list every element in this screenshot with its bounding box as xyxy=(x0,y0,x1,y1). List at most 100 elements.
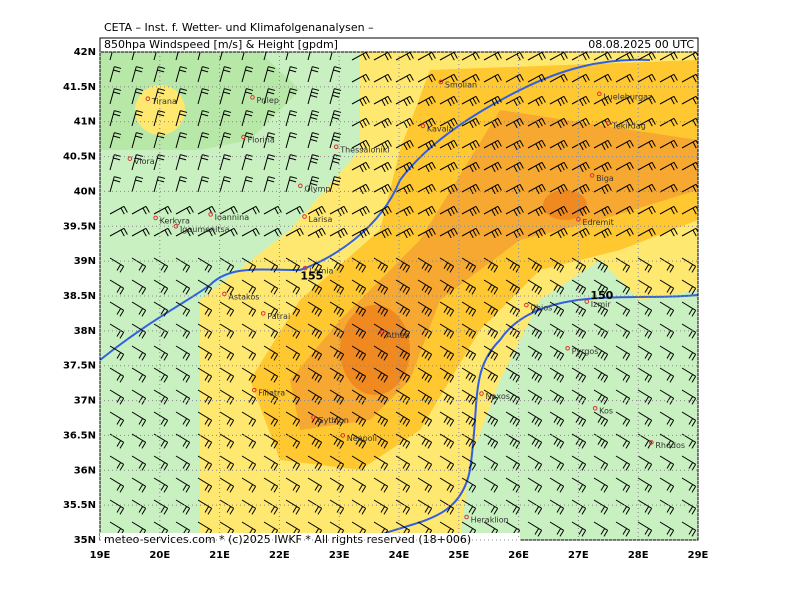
wind-barb xyxy=(615,52,634,61)
wind-barb xyxy=(659,323,675,339)
wind-barb xyxy=(329,132,342,149)
wind-barb xyxy=(483,389,499,405)
wind-barb xyxy=(373,323,389,339)
city-marker xyxy=(222,291,227,297)
wind-barb xyxy=(197,323,213,339)
wind-barb xyxy=(373,183,392,195)
wind-barb xyxy=(373,433,389,449)
wind-barb xyxy=(571,161,590,173)
wind-barb xyxy=(659,73,678,83)
wind-barb xyxy=(461,161,480,173)
wind-barb xyxy=(263,227,282,237)
wind-barb xyxy=(549,389,565,405)
city-label: Neapoli xyxy=(347,434,377,443)
wind-barb xyxy=(417,95,436,107)
wind-barb xyxy=(659,499,675,515)
wind-barb xyxy=(571,477,587,493)
wind-barb xyxy=(373,455,389,471)
wind-barb xyxy=(417,183,436,195)
city-label: Ioannina xyxy=(215,213,250,222)
wind-barb xyxy=(505,455,521,471)
wind-barb xyxy=(527,499,543,515)
city-label: Prilep xyxy=(256,96,278,105)
wind-barb xyxy=(571,205,590,217)
y-tick-label: 41.5N xyxy=(63,82,96,93)
wind-barb xyxy=(351,301,367,317)
wind-barb xyxy=(549,227,568,239)
wind-barb xyxy=(571,345,587,361)
wind-barb xyxy=(131,499,147,515)
wind-barb xyxy=(549,52,568,61)
wind-barb xyxy=(351,411,367,427)
wind-barb xyxy=(219,433,235,449)
y-tick-label: 42N xyxy=(74,47,96,58)
wind-barb xyxy=(615,323,631,339)
wind-barb xyxy=(219,279,235,295)
wind-barb xyxy=(549,345,565,361)
wind-barb xyxy=(637,52,656,61)
wind-barb xyxy=(505,183,524,195)
wind-barb xyxy=(131,455,147,471)
wind-barb xyxy=(351,205,370,217)
wind-barb xyxy=(263,176,276,193)
wind-barb xyxy=(307,279,323,295)
wind-barb xyxy=(351,455,367,471)
wind-barb xyxy=(241,176,254,193)
wind-barb xyxy=(637,95,656,105)
wind-barb xyxy=(307,88,320,105)
wind-barb xyxy=(549,499,565,515)
wind-barb xyxy=(637,345,653,361)
city-marker xyxy=(298,183,303,189)
wind-barb xyxy=(285,279,301,295)
wind-barb xyxy=(109,301,125,317)
wind-barb xyxy=(417,455,433,471)
wind-barb xyxy=(439,433,455,449)
city-marker xyxy=(333,144,339,150)
wind-barb xyxy=(593,183,612,195)
wind-barb xyxy=(417,52,436,61)
wind-barb xyxy=(637,183,656,193)
wind-barb xyxy=(483,52,502,61)
wind-barb xyxy=(505,227,524,239)
wind-barb xyxy=(549,161,568,173)
wind-barb xyxy=(329,88,342,105)
wind-barb xyxy=(483,257,499,273)
wind-barb xyxy=(241,110,254,127)
wind-barb xyxy=(307,257,323,273)
wind-barb xyxy=(505,411,521,427)
wind-barb xyxy=(505,433,521,449)
x-tick-label: 26E xyxy=(508,550,529,561)
wind-barb xyxy=(351,95,370,107)
wind-barb xyxy=(197,279,213,295)
wind-barb xyxy=(439,227,458,239)
wind-barb xyxy=(175,345,191,361)
wind-barb xyxy=(329,279,345,295)
wind-barb xyxy=(153,279,169,295)
city-marker xyxy=(420,123,426,129)
y-tick-label: 35.5N xyxy=(63,500,96,511)
wind-barb xyxy=(549,367,565,383)
wind-barb xyxy=(263,257,279,273)
wind-barb xyxy=(197,88,210,105)
wind-barb xyxy=(549,95,568,107)
wind-barb xyxy=(285,66,298,83)
wind-barb xyxy=(571,52,590,61)
wind-barb xyxy=(197,66,210,83)
wind-barb xyxy=(483,477,499,493)
wind-barb xyxy=(351,323,367,339)
wind-barb xyxy=(153,66,166,83)
wind-barb xyxy=(197,455,213,471)
wind-barb xyxy=(285,110,298,127)
wind-barb xyxy=(527,477,543,493)
wind-barb xyxy=(395,455,411,471)
wind-barb xyxy=(637,477,653,493)
city-label: Olymp xyxy=(304,184,330,193)
city-label: Patrai xyxy=(267,312,290,321)
wind-barb xyxy=(109,257,125,273)
wind-barb xyxy=(329,367,345,383)
wind-barb xyxy=(439,95,458,107)
wind-barb xyxy=(439,323,455,339)
city-marker xyxy=(153,215,158,221)
wind-barb xyxy=(241,132,254,149)
wind-barb xyxy=(197,110,210,127)
